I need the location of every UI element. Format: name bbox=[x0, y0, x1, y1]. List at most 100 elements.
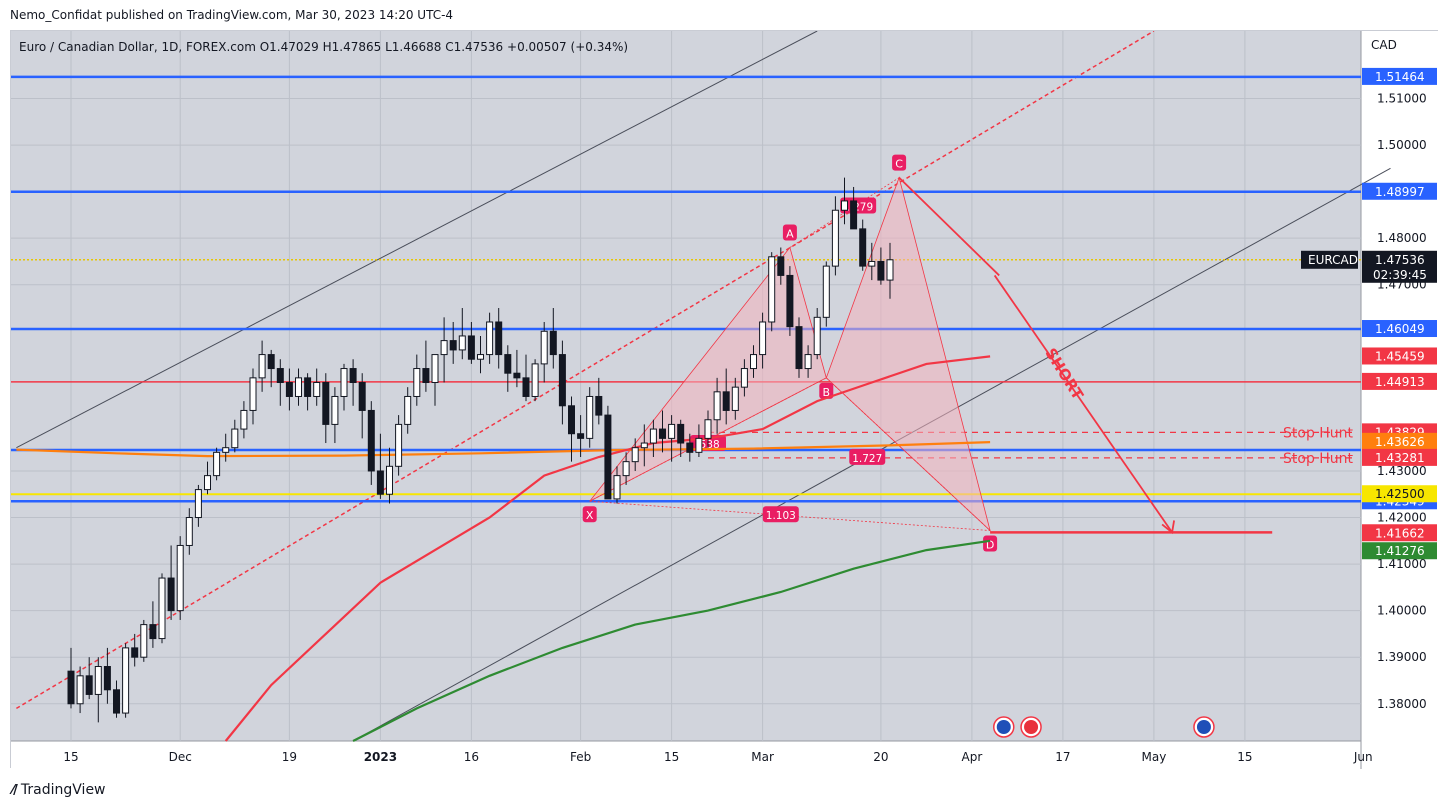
level-price-tag-bg bbox=[1362, 320, 1437, 338]
candle-body bbox=[831, 209, 839, 267]
candle-body bbox=[386, 465, 393, 495]
candle-body bbox=[131, 647, 139, 658]
candle-body bbox=[740, 368, 748, 388]
publisher-line: Nemo_Confidat published on TradingView.c… bbox=[10, 8, 454, 22]
time-axis-label: 17 bbox=[1055, 750, 1070, 764]
ca-event-icon-flag bbox=[1024, 720, 1039, 734]
level-price-tag: 1.44913 bbox=[1375, 375, 1425, 389]
candle-body bbox=[486, 321, 494, 356]
candle-body bbox=[504, 354, 512, 374]
ratio-badge bbox=[762, 506, 799, 523]
candle-body bbox=[813, 316, 821, 356]
candle-body bbox=[176, 544, 184, 612]
candle-body bbox=[249, 377, 257, 411]
time-axis-label: 15 bbox=[1237, 750, 1252, 764]
pattern-point-b-badge bbox=[819, 382, 834, 399]
chart-frame[interactable]: Stop Hunt Stop Hunt X A B C D 1.279.538 1.727 1.… bbox=[10, 30, 1439, 769]
candle-body bbox=[103, 666, 111, 691]
legend-open: O1.47029 bbox=[256, 40, 319, 54]
legend-high: H1.47865 bbox=[319, 40, 381, 54]
ratio-label: 1.103 bbox=[766, 510, 796, 522]
last-price-tag: 1.47536 bbox=[1375, 253, 1425, 267]
time-axis-label: May bbox=[1141, 750, 1166, 764]
candle-body bbox=[113, 689, 120, 714]
candle-body bbox=[695, 437, 703, 453]
price-tag-bg bbox=[1362, 524, 1437, 542]
candle-body bbox=[868, 260, 876, 267]
candle-body bbox=[649, 428, 657, 444]
pattern-bd-line bbox=[826, 377, 991, 531]
price-axis-tick: 1.48000 bbox=[1377, 231, 1427, 245]
price-axis-tick: 1.50000 bbox=[1377, 138, 1427, 152]
candle-body bbox=[158, 577, 166, 640]
price-tag-bg bbox=[1362, 542, 1437, 560]
level-price-tag-bg bbox=[1362, 67, 1437, 85]
tradingview-logo-icon: ⁄/ bbox=[12, 782, 18, 798]
candle-body bbox=[722, 391, 730, 411]
pattern-point-c-badge bbox=[892, 154, 907, 171]
price-tag: 1.43281 bbox=[1375, 451, 1425, 465]
price-tag: 1.45459 bbox=[1375, 349, 1425, 363]
eu-event-icon bbox=[993, 716, 1015, 738]
level-price-tag: 1.48997 bbox=[1375, 185, 1425, 199]
candle-body bbox=[640, 442, 648, 449]
candle-body bbox=[586, 395, 594, 439]
candle-body bbox=[795, 326, 803, 370]
candle-body bbox=[413, 368, 421, 397]
candle-body bbox=[522, 377, 530, 397]
pattern-point-c-label: C bbox=[895, 158, 903, 171]
candle-body bbox=[677, 423, 685, 444]
eu-event-icon bbox=[1193, 716, 1215, 738]
candle-body bbox=[322, 382, 330, 425]
candle-body bbox=[804, 354, 812, 370]
candle-body bbox=[822, 265, 830, 318]
time-axis-label: 2023 bbox=[364, 750, 397, 764]
candle-body bbox=[213, 451, 221, 477]
candle-body bbox=[513, 372, 521, 379]
countdown-timer: 02:39:45 bbox=[1373, 268, 1427, 282]
candle-body bbox=[67, 670, 75, 705]
candle-body bbox=[622, 461, 630, 477]
candle-body bbox=[431, 354, 439, 384]
price-axis-tick: 1.38000 bbox=[1377, 697, 1427, 711]
candle-body bbox=[122, 647, 130, 714]
candle-body bbox=[668, 423, 676, 439]
candle-body bbox=[395, 423, 403, 467]
candle-body bbox=[331, 395, 339, 425]
candle-body bbox=[604, 414, 612, 500]
level-price-tag-bg bbox=[1362, 182, 1437, 200]
candle-body bbox=[349, 368, 357, 384]
candle-body bbox=[295, 377, 302, 397]
price-axis-tick: 1.43000 bbox=[1377, 464, 1427, 478]
candle-body bbox=[258, 354, 266, 379]
candle-body bbox=[467, 335, 475, 360]
candle-body bbox=[231, 428, 239, 449]
ma-red-50 bbox=[224, 355, 991, 742]
candle-body bbox=[267, 354, 275, 370]
candle-body bbox=[631, 447, 639, 463]
pattern-bcd-triangle bbox=[825, 176, 991, 532]
time-axis-label: Jun bbox=[1353, 750, 1373, 764]
time-axis-label: 20 bbox=[873, 750, 888, 764]
candle-body bbox=[768, 256, 776, 323]
price-axis-tick: 1.42000 bbox=[1377, 511, 1427, 525]
candle-body bbox=[731, 386, 739, 411]
price-axis-background bbox=[1361, 31, 1439, 769]
symbol-tag: EURCAD bbox=[1308, 253, 1358, 267]
price-axis-tick: 1.39000 bbox=[1377, 650, 1427, 664]
time-axis-label: 15 bbox=[63, 750, 78, 764]
eu-event-icon-flag bbox=[996, 720, 1011, 734]
time-axis-label: 16 bbox=[464, 750, 479, 764]
last-price-tag-bg bbox=[1362, 250, 1437, 283]
time-axis-label: Mar bbox=[751, 750, 774, 764]
candle-body bbox=[458, 335, 466, 351]
price-tag: 1.41662 bbox=[1375, 526, 1425, 540]
candle-body bbox=[285, 382, 293, 397]
candle-body bbox=[276, 368, 284, 384]
footer: ⁄/ TradingView bbox=[12, 782, 106, 798]
price-axis-currency: CAD bbox=[1371, 38, 1397, 52]
candle-body bbox=[495, 321, 503, 356]
candle-body bbox=[595, 395, 603, 416]
ma-orange-200 bbox=[16, 441, 991, 458]
